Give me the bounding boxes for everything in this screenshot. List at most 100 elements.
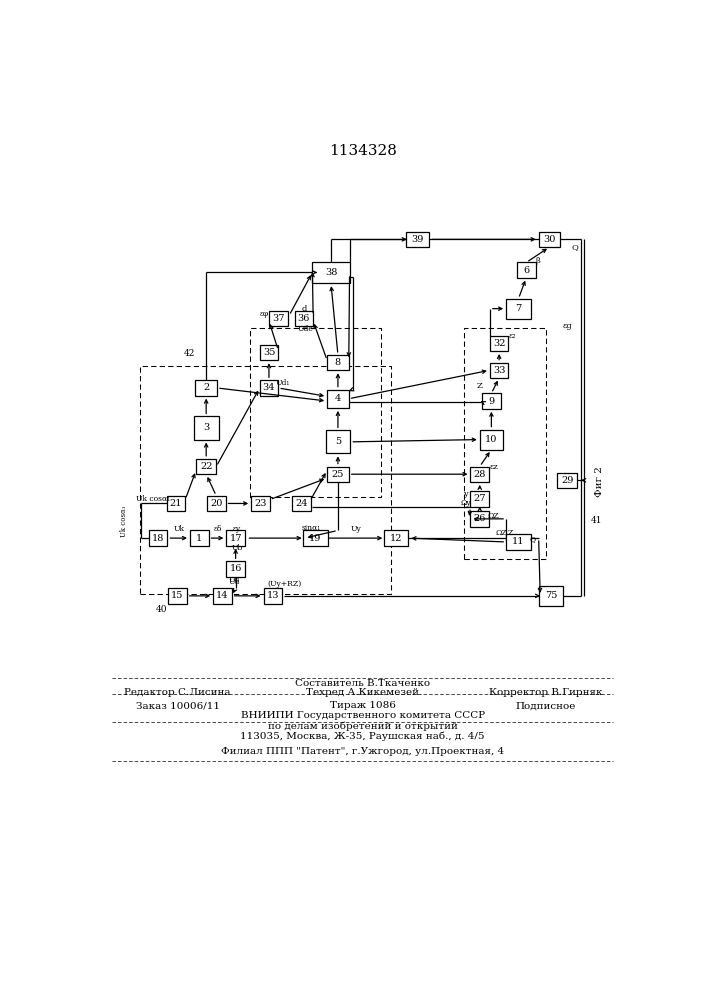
Text: 32: 32 (493, 339, 506, 348)
Bar (325, 430, 351, 453)
Text: Ude: Ude (298, 325, 313, 333)
Text: εδ: εδ (214, 525, 221, 533)
Text: 42: 42 (183, 349, 195, 358)
Bar (167, 496, 185, 511)
Text: 40: 40 (156, 605, 168, 614)
Text: 28: 28 (474, 470, 486, 479)
Text: sinα₁: sinα₁ (302, 524, 321, 532)
Text: 113035, Москва, Ж-35, Раушская наб., д. 4/5: 113035, Москва, Ж-35, Раушская наб., д. … (240, 731, 485, 741)
Text: 38: 38 (325, 268, 337, 277)
Text: Uk: Uk (173, 525, 184, 533)
Text: εz: εz (489, 463, 498, 471)
Text: 20: 20 (210, 499, 223, 508)
Text: 35: 35 (263, 348, 275, 357)
Text: 1134328: 1134328 (329, 144, 397, 158)
Bar (539, 232, 561, 247)
Text: 26: 26 (474, 514, 486, 523)
Bar (139, 366, 391, 594)
Text: 37: 37 (272, 314, 284, 323)
Text: 8: 8 (335, 358, 341, 367)
Text: Q: Q (530, 535, 535, 543)
Text: ε₂: ε₂ (508, 332, 516, 340)
Text: ΩZ: ΩZ (496, 529, 508, 537)
Bar (149, 530, 168, 546)
Text: 23: 23 (255, 499, 267, 508)
Text: 1: 1 (196, 534, 202, 543)
Text: 5: 5 (335, 437, 341, 446)
Bar (226, 561, 245, 577)
Bar (259, 380, 279, 396)
Bar (506, 299, 531, 319)
Text: 41: 41 (590, 516, 602, 525)
Text: (Uy+RZ): (Uy+RZ) (267, 580, 302, 588)
Text: Ωy: Ωy (460, 499, 471, 507)
Text: по делам изобретений и открытий: по делам изобретений и открытий (268, 721, 457, 731)
Text: y: y (463, 490, 468, 498)
Text: 11: 11 (513, 537, 525, 546)
Text: 24: 24 (296, 499, 308, 508)
Text: 16: 16 (230, 564, 242, 573)
Text: 9: 9 (489, 397, 494, 406)
Text: 21: 21 (170, 499, 182, 508)
Text: 10: 10 (485, 435, 498, 444)
Text: 34: 34 (263, 383, 275, 392)
Bar (312, 262, 349, 283)
Bar (194, 416, 218, 440)
Text: 17: 17 (229, 534, 242, 543)
Bar (490, 363, 508, 378)
Bar (207, 496, 226, 511)
Text: Q: Q (572, 243, 578, 251)
Text: Техред А.Кикемезей: Техред А.Кикемезей (306, 688, 419, 697)
Text: Uu: Uu (228, 576, 240, 584)
Bar (196, 459, 216, 474)
Text: Uu: Uu (228, 578, 240, 586)
Text: ΩZ: ΩZ (488, 512, 500, 520)
Bar (251, 496, 270, 511)
Text: Ub: Ub (231, 544, 243, 552)
Bar (506, 534, 531, 550)
Text: ВНИИПИ Государственного комитета СССР: ВНИИПИ Государственного комитета СССР (240, 711, 485, 720)
Bar (269, 311, 288, 326)
Text: 6: 6 (523, 266, 530, 275)
Bar (464, 328, 546, 559)
Text: Ud₁: Ud₁ (276, 379, 290, 387)
Text: d: d (302, 305, 308, 313)
Bar (264, 588, 282, 604)
Bar (539, 586, 563, 606)
Text: 75: 75 (545, 591, 557, 600)
Bar (384, 530, 409, 546)
Bar (327, 466, 349, 482)
Bar (226, 530, 245, 546)
Text: εy: εy (233, 525, 241, 533)
Text: 19: 19 (309, 534, 322, 543)
Text: 12: 12 (390, 534, 402, 543)
Text: 3: 3 (203, 424, 209, 432)
Text: 33: 33 (493, 366, 506, 375)
Bar (168, 588, 187, 604)
Bar (195, 380, 217, 396)
Bar (490, 336, 508, 351)
Bar (303, 530, 328, 546)
Text: Подписное: Подписное (515, 701, 575, 710)
Bar (557, 473, 578, 488)
Bar (259, 345, 279, 360)
Text: 14: 14 (216, 591, 228, 600)
Text: Корректор В.Гирняк: Корректор В.Гирняк (489, 688, 602, 697)
Text: εφ: εφ (259, 310, 269, 318)
Text: 13: 13 (267, 591, 279, 600)
Text: Составитель В.Ткаченко: Составитель В.Ткаченко (295, 679, 431, 688)
Bar (295, 311, 313, 326)
Text: 2: 2 (203, 383, 209, 392)
Bar (190, 530, 209, 546)
Bar (470, 511, 489, 527)
Bar (292, 496, 311, 511)
Text: Uy: Uy (351, 525, 361, 533)
Text: Тираж 1086: Тираж 1086 (329, 701, 396, 710)
Text: 7: 7 (515, 304, 522, 313)
Text: 25: 25 (332, 470, 344, 479)
Bar (482, 393, 501, 409)
Bar (517, 262, 535, 278)
Bar (470, 466, 489, 482)
Text: Фиг 2: Фиг 2 (595, 466, 604, 497)
Text: Филиал ППП "Патент", г.Ужгород, ул.Проектная, 4: Филиал ППП "Патент", г.Ужгород, ул.Проек… (221, 747, 504, 756)
